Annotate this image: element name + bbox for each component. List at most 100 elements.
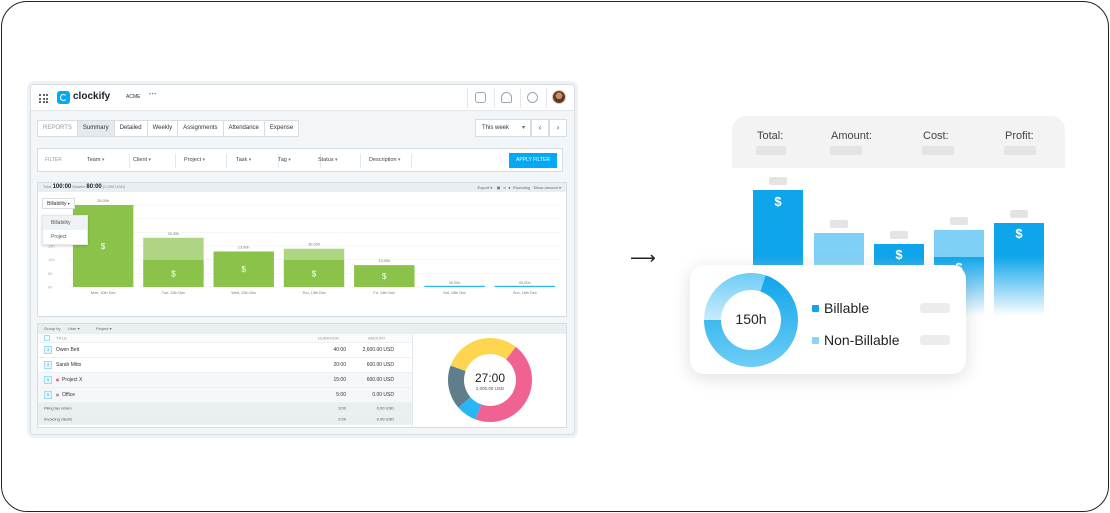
bar-data-label: 00.00h (449, 281, 461, 285)
placeholder-value (890, 231, 908, 239)
filter-task[interactable]: Task (236, 157, 251, 163)
divider (546, 88, 547, 108)
tab-assignments[interactable]: Assignments (178, 121, 224, 136)
breakdown-option[interactable]: Project (51, 234, 67, 240)
row-duration: 2:00 (338, 416, 346, 422)
bar-empty[interactable] (494, 285, 556, 287)
group-by-first[interactable]: User ▾ (68, 326, 80, 331)
notification-bell-icon[interactable] (501, 92, 512, 103)
donut-slice[interactable] (448, 365, 471, 408)
bar-non-billable[interactable] (143, 237, 204, 260)
tab-attendance[interactable]: Attendance (224, 121, 265, 136)
bar-non-billable[interactable] (934, 230, 984, 257)
placeholder-value (756, 146, 786, 155)
bar-data-label: 20.00h (168, 232, 180, 236)
expand-badge[interactable]: 3 (44, 361, 52, 369)
row-title: Sarah Mitts (56, 362, 82, 368)
apply-filter-button[interactable]: APPLY FILTER (509, 153, 557, 168)
x-tick-label: Fri, 14th Dec (373, 291, 395, 295)
filter-tag[interactable]: Tag (278, 157, 291, 163)
table-row[interactable]: Invoicing clients 2:00 0.00 USD (38, 414, 412, 425)
expand-badge[interactable]: 5 (44, 376, 52, 384)
row-title: Invoicing clients (44, 416, 73, 422)
tab-detailed[interactable]: Detailed (115, 121, 148, 136)
donut-slice-billable[interactable] (704, 275, 798, 367)
table-row[interactable]: 3 Sarah Mitts 20:00 600.00 USD (38, 358, 412, 373)
donut-slice[interactable] (458, 397, 482, 420)
summary-table-card: Group by User ▾ Project ▾ TITLE DURATION A… (37, 323, 567, 428)
bar-billable[interactable] (143, 259, 204, 287)
tab-expense[interactable]: Expense (269, 125, 294, 131)
column-label: Amount: (831, 130, 872, 142)
bar-data-label: 10.00h (378, 259, 390, 263)
placeholder-value (922, 146, 954, 155)
apps-grid-icon[interactable] (39, 94, 48, 103)
billable-value: 80:00 (86, 184, 102, 190)
bar-billable[interactable] (283, 259, 345, 287)
tab-summary[interactable]: Summary (77, 121, 115, 136)
print-icon[interactable]: ▣ (496, 185, 501, 190)
tag-icon[interactable] (475, 92, 486, 103)
table-row[interactable]: 5 Office 5:00 0.00 USD (38, 388, 412, 403)
table-row[interactable]: Filing tax return 3:00 0.00 USD (38, 403, 412, 414)
donut-slice-non-billable[interactable] (704, 273, 766, 320)
filter-team[interactable]: Team (87, 157, 104, 163)
bar-non-billable[interactable] (283, 248, 345, 260)
share-icon[interactable]: ⋖ (502, 185, 507, 190)
export-button[interactable]: Export (477, 185, 490, 190)
col-duration[interactable]: DURATION (318, 335, 339, 341)
bar-dollar-icon: $ (774, 194, 782, 209)
collapse-checkbox[interactable] (44, 335, 50, 341)
workspace-more-icon[interactable]: ••• (149, 92, 157, 98)
avatar[interactable] (552, 90, 566, 104)
help-icon[interactable] (527, 92, 538, 103)
divider (360, 154, 361, 168)
rounding-toggle[interactable]: ● (508, 185, 511, 190)
row-title: Owen Bett (56, 347, 80, 353)
workspace-name[interactable]: ACME (126, 94, 141, 100)
bar-empty[interactable] (424, 285, 485, 287)
top-bar: clockify ACME ••• (31, 85, 574, 111)
table-row[interactable]: 5 Project X 15:00 600.00 USD (38, 373, 412, 388)
donut-slice[interactable] (450, 338, 516, 372)
bar-billable[interactable] (213, 251, 274, 287)
total-label: Total (43, 184, 52, 189)
show-amount-select[interactable]: Show amount (533, 185, 558, 190)
expand-badge[interactable]: 5 (44, 391, 52, 399)
prev-period-button[interactable]: ‹ (531, 119, 549, 137)
col-title[interactable]: TITLE (56, 335, 67, 341)
breakdown-select[interactable]: Billability (42, 198, 75, 209)
col-amount[interactable]: AMOUNT (368, 335, 386, 341)
project-color-dot (56, 393, 59, 397)
filter-client[interactable]: Client (133, 157, 151, 163)
row-duration: 20:00 (333, 362, 346, 368)
filter-status[interactable]: Status (318, 157, 338, 163)
donut-slice[interactable] (475, 346, 532, 422)
divider (467, 88, 468, 108)
filter-project[interactable]: Project (184, 157, 205, 163)
next-period-button[interactable]: › (549, 119, 567, 137)
placeholder-value (920, 335, 950, 345)
breakdown-option[interactable]: Billability (43, 216, 87, 230)
row-title: Office (62, 392, 75, 398)
arrow-right-icon: ⟶ (630, 248, 656, 268)
legend-billable-swatch (812, 305, 819, 312)
group-by-second[interactable]: Project ▾ (96, 326, 112, 331)
row-amount: 600.00 USD (366, 362, 394, 368)
bar-data-label: 30.00h (308, 243, 320, 247)
bar-data-label: 30.00h (97, 199, 109, 203)
x-tick-label: Wed, 12th Dec (231, 291, 256, 295)
date-range-select[interactable]: This week (475, 119, 531, 137)
clockify-app-window: clockify ACME ••• REPORTS Summary Detailed… (30, 84, 575, 435)
placeholder-value (830, 220, 848, 228)
y-tick-label: 10h (48, 257, 55, 262)
placeholder-value (830, 146, 862, 155)
clockify-logo-icon (57, 91, 70, 104)
filter-description[interactable]: Description (369, 157, 400, 163)
tab-weekly[interactable]: Weekly (148, 121, 179, 136)
table-row[interactable]: 3 Owen Bett 40:00 2,600.00 USD (38, 343, 412, 358)
bar-billable[interactable] (354, 265, 415, 287)
expand-badge[interactable]: 3 (44, 346, 52, 354)
